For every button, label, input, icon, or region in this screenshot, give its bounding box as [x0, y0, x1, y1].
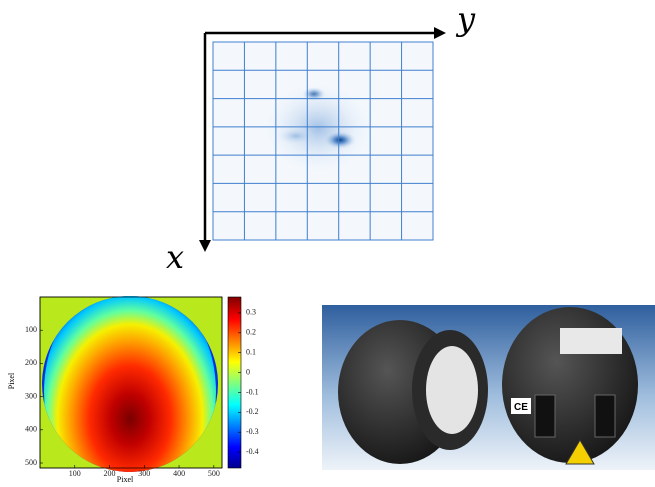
- y-tick-label: 500: [25, 458, 37, 467]
- x-tick-label: 100: [69, 469, 81, 478]
- grid-diagram: y x: [166, 0, 476, 276]
- y-label: y: [455, 0, 476, 38]
- colorbar-tick-label: -0.3: [246, 427, 259, 436]
- ce-mark: CE: [514, 402, 528, 413]
- device-plate: [560, 328, 622, 354]
- arrow-head: [199, 240, 211, 252]
- figure: y x Pixel Pixel 100 200 300 400 500 100 200 300…: [0, 0, 655, 487]
- colorbar: [228, 297, 241, 468]
- page: { "axes_diagram": {"x_label": "x", "y_la…: [0, 0, 655, 487]
- y-tick-label: 200: [25, 358, 37, 367]
- connector: [535, 395, 555, 437]
- colorbar-tick-label: 0.3: [246, 308, 256, 317]
- blob: [324, 131, 356, 149]
- colorbar-tick-label: 0: [246, 367, 250, 376]
- colorbar-tick-label: -0.4: [246, 447, 259, 456]
- y-tick-label: 100: [25, 325, 37, 334]
- blob: [276, 127, 316, 145]
- y-axis-label: Pixel: [7, 372, 16, 389]
- heatmap: Pixel Pixel 100 200 300 400 500 100 200 300 400 5…: [7, 280, 259, 487]
- colorbar-tick-label: 0.1: [246, 348, 256, 357]
- x-label: x: [166, 238, 184, 276]
- colorbar-tick-label: -0.1: [246, 387, 259, 396]
- x-tick-label: 200: [104, 469, 116, 478]
- arrow-head: [434, 27, 446, 39]
- x-tick-label: 400: [173, 469, 185, 478]
- connector: [595, 395, 615, 437]
- colorbar-tick-label: -0.2: [246, 407, 259, 416]
- y-tick-label: 300: [25, 391, 37, 400]
- device-aperture: [426, 346, 478, 434]
- x-tick-label: 300: [138, 469, 150, 478]
- x-tick-label: 500: [208, 469, 220, 478]
- y-tick-label: 400: [25, 425, 37, 434]
- photo: CE: [322, 305, 655, 470]
- x-axis-label: Pixel: [117, 475, 134, 484]
- colorbar-tick-label: 0.2: [246, 328, 256, 337]
